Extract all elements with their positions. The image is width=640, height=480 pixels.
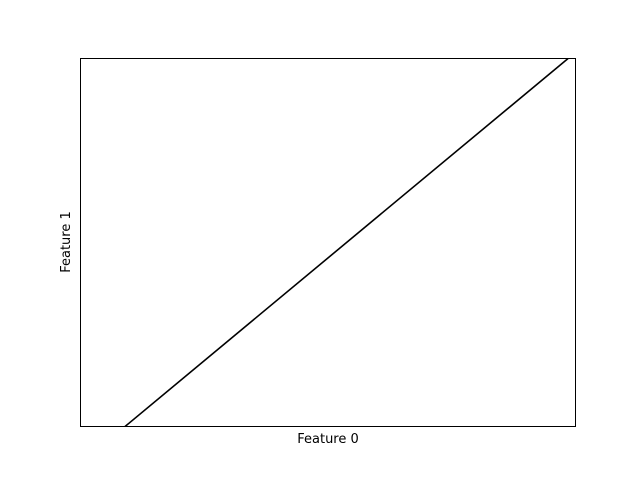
y-axis-label: Feature 1 bbox=[59, 211, 74, 273]
plot-area-frame bbox=[80, 58, 576, 427]
series-line-0 bbox=[124, 57, 569, 428]
x-axis-label: Feature 0 bbox=[297, 432, 359, 447]
